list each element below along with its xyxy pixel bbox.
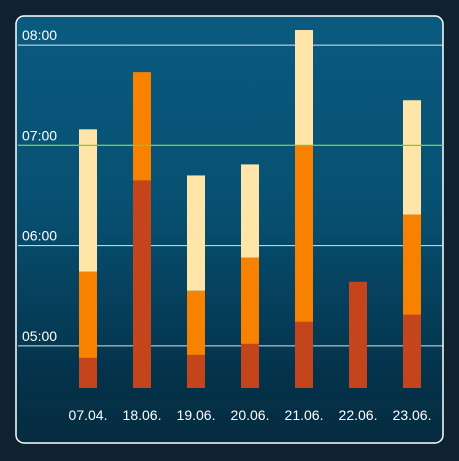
x-tick-label: 22.06. (339, 407, 378, 423)
y-tick-label: 06:00 (22, 228, 57, 244)
bar-segment (349, 281, 367, 388)
bar-segment (79, 129, 97, 272)
bar-segment (295, 30, 313, 146)
bar-segment (241, 164, 259, 258)
bar-segment (187, 175, 205, 291)
bar-segment (403, 314, 421, 388)
bar-segment (133, 72, 151, 181)
bar-segment (295, 145, 313, 322)
y-tick-label: 05:00 (22, 328, 57, 344)
x-tick-label: 23.06. (393, 407, 432, 423)
bar-segment (79, 357, 97, 388)
bar-segment (79, 271, 97, 358)
x-tick-label: 21.06. (285, 407, 324, 423)
x-tick-label: 18.06. (123, 407, 162, 423)
bar-segment (295, 321, 313, 388)
bar-segment (133, 180, 151, 388)
bar-segment (403, 100, 421, 215)
x-tick-label: 19.06. (177, 407, 216, 423)
bar-segment (187, 354, 205, 388)
bar-segment (187, 290, 205, 355)
bar-segment (241, 343, 259, 388)
x-tick-label: 20.06. (231, 407, 270, 423)
y-tick-label: 08:00 (22, 27, 57, 43)
bar-segment (403, 214, 421, 315)
card (15, 15, 444, 444)
x-tick-label: 07.04. (69, 407, 108, 423)
y-tick-label: 07:00 (22, 127, 57, 143)
bar-segment (241, 257, 259, 344)
